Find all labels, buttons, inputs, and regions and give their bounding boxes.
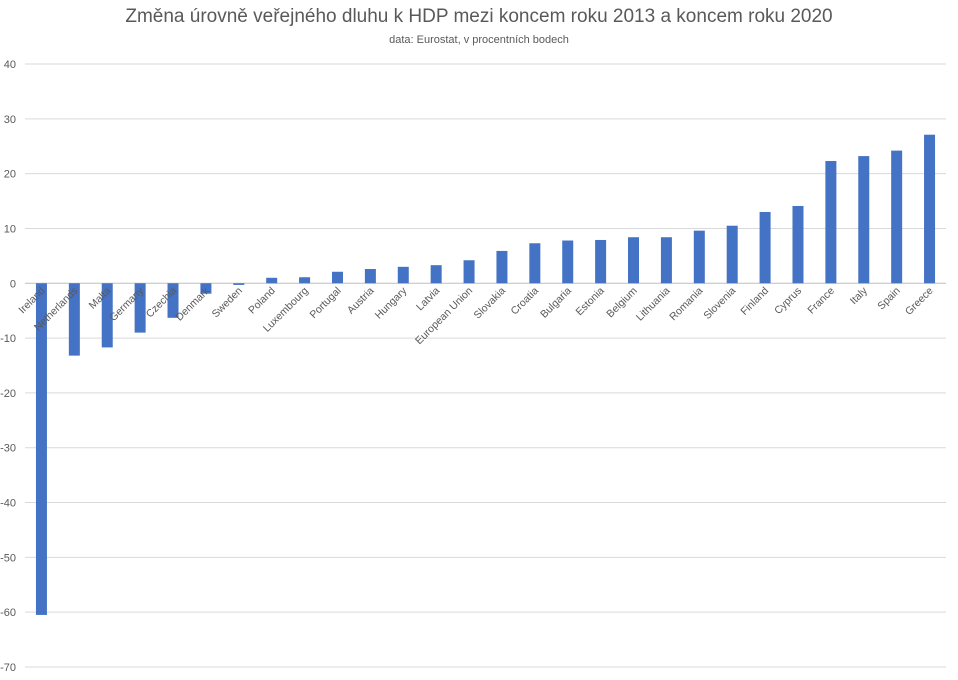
bar-denmark [200,283,212,294]
y-tick-label: -50 [0,552,16,564]
y-tick-label: -70 [0,662,16,674]
category-label: Italy [848,284,871,307]
bar-spain [891,150,903,284]
bar-france [825,161,837,284]
category-label: Romania [667,285,705,323]
y-tick-label: 40 [4,59,16,71]
category-label: Slovenia [701,285,738,322]
category-label: Poland [246,285,278,317]
bar-italy [858,156,870,284]
y-tick-label: 20 [4,169,16,181]
category-label: Sweden [210,285,245,320]
bar-finland [759,212,771,284]
bar-estonia [595,239,607,284]
y-tick-label: -20 [0,388,16,400]
bar-czechia [167,283,179,318]
y-tick-label: 0 [10,278,16,290]
gridlines [25,63,946,668]
bar-poland [266,277,278,284]
y-tick-label: -30 [0,443,16,455]
chart-title: Změna úrovně veřejného dluhu k HDP mezi … [125,6,833,27]
bars [35,134,936,615]
category-label: Greece [903,285,936,318]
bar-belgium [628,237,640,284]
bar-hungary [397,266,409,284]
bar-netherlands [68,283,80,356]
bar-portugal [331,271,343,284]
category-label: Lithuania [634,285,673,324]
category-label: France [805,285,837,317]
category-label: Latvia [414,285,442,313]
bar-bulgaria [562,240,574,284]
category-label: Slovakia [472,285,509,322]
bar-croatia [529,243,541,284]
category-label: Spain [875,285,903,313]
bar-austria [364,269,376,284]
category-label: Finland [738,285,771,318]
category-label: Denmark [173,284,212,323]
category-label: Hungary [373,284,410,321]
y-tick-label: 10 [4,223,16,235]
bar-slovenia [726,225,738,284]
bar-luxembourg [299,277,311,284]
bar-latvia [430,265,442,284]
bar-germany [134,283,146,333]
bar-greece [924,134,936,284]
category-label: Cyprus [772,285,804,317]
bar-ireland [35,283,47,615]
bar-slovakia [496,250,508,284]
bar-romania [693,230,705,284]
bar-cyprus [792,205,804,284]
category-label: Croatia [509,285,542,318]
y-tick-label: -60 [0,607,16,619]
category-label: Estonia [573,285,606,318]
category-label: Austria [345,285,377,317]
y-tick-label: 30 [4,114,16,126]
chart-subtitle: data: Eurostat, v procentních bodech [389,34,569,46]
bar-sweden [233,283,245,285]
y-tick-label: -40 [0,498,16,510]
y-tick-label: -10 [0,333,16,345]
bar-european-union [463,260,475,284]
category-label: Bulgaria [538,285,574,321]
category-label: Portugal [307,285,343,321]
bar-malta [101,283,113,348]
bar-lithuania [660,237,672,284]
y-axis-ticks: 40 30 20 10 0 -10 -20 -30 -40 -50 -60 -70 [0,59,16,674]
